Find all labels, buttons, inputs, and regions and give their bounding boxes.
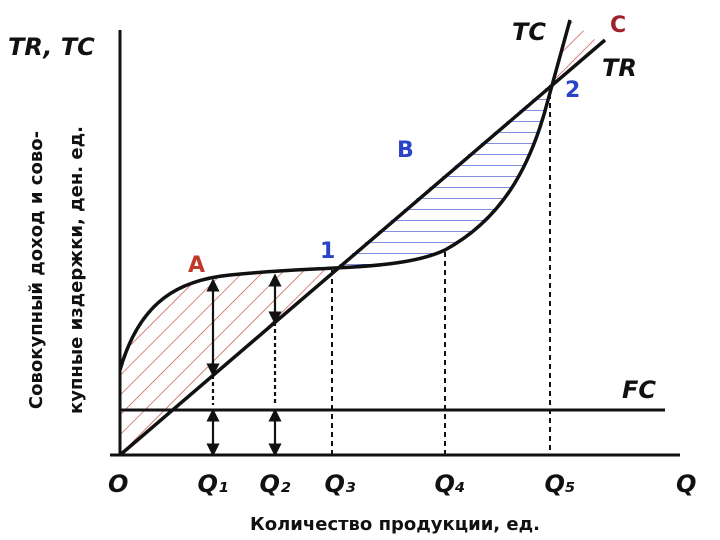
region-a-label: A [188,253,205,278]
arrows [206,273,282,457]
tc-curve [118,19,572,371]
region-b-label: B [397,138,414,163]
y-axis-title: Совокупный доход и сово- [26,131,47,409]
region-c-hatch [555,20,598,80]
tc-label: TC [512,18,546,46]
tr-label: TR [602,54,637,82]
point-label: 1 [320,239,335,264]
origin-label: O [108,470,128,498]
q-label: Q₁ [198,470,229,498]
y-axis-title: купные издержки, ден. ед. [66,126,87,414]
q-label: Q₅ [545,470,576,498]
region-b-hatch [335,80,555,268]
q-label: Q₄ [435,470,466,498]
x-axis-title: Количество продукции, ед. [250,514,540,535]
q-label: Q₂ [260,470,291,498]
tr-line [118,38,607,457]
fc-label: FC [622,376,656,404]
point-label: 2 [565,78,580,103]
y-axis-label: TR, TC [8,33,95,61]
region-c-label: C [610,13,626,38]
q-label: Q₃ [325,470,356,498]
guides [331,85,551,455]
x-axis-label: Q [676,470,696,498]
